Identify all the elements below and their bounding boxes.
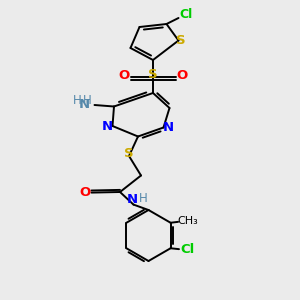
Text: H: H [73,94,82,107]
Text: N: N [78,98,90,112]
Text: H: H [139,192,148,205]
Text: S: S [124,147,134,160]
Text: Cl: Cl [181,243,195,256]
Text: S: S [148,68,158,82]
Text: Cl: Cl [179,8,193,22]
Text: N: N [163,121,174,134]
Text: N: N [126,193,138,206]
Text: H: H [83,94,92,107]
Text: CH₃: CH₃ [178,216,198,226]
Text: O: O [118,69,130,82]
Text: O: O [176,69,188,82]
Text: O: O [79,186,91,199]
Text: N: N [102,119,113,133]
Text: S: S [176,34,186,47]
